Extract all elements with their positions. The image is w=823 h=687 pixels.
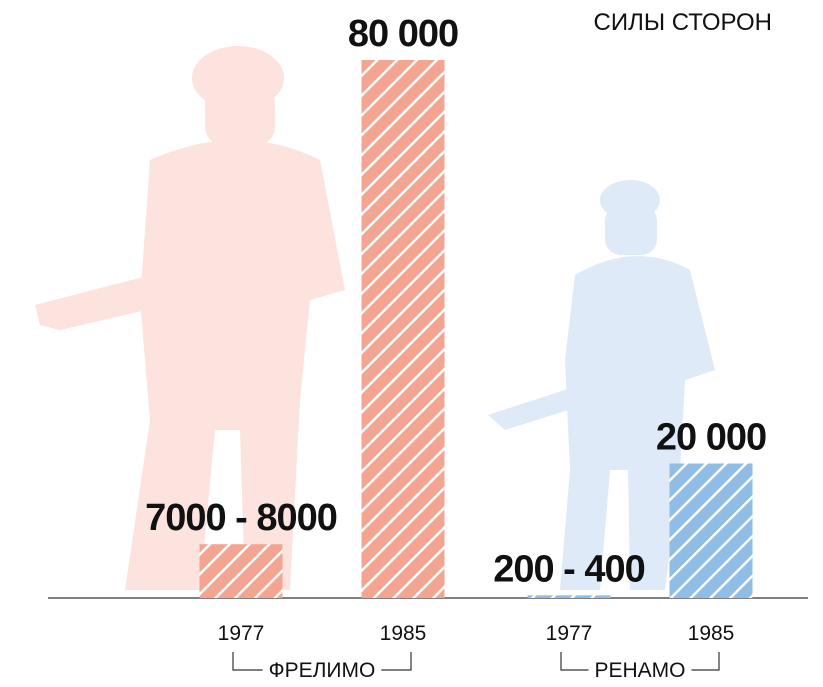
group-label: РЕНАМО — [594, 659, 685, 682]
bar-hatch — [200, 544, 283, 598]
x-tick-label: 1985 — [380, 622, 427, 645]
bar-hatch — [670, 464, 753, 599]
value-label: 20 000 — [656, 417, 766, 459]
chart-title: СИЛЫ СТОРОН — [593, 9, 772, 36]
value-label: 7000 - 8000 — [145, 497, 337, 539]
group-label: ФРЕЛИМО — [269, 659, 376, 682]
bar-hatch — [362, 60, 445, 598]
value-label: 200 - 400 — [493, 548, 645, 590]
value-label: 80 000 — [348, 13, 458, 55]
x-tick-label: 1977 — [546, 622, 593, 645]
bar-hatch — [528, 595, 611, 598]
x-tick-label: 1985 — [688, 622, 735, 645]
x-tick-label: 1977 — [218, 622, 265, 645]
chart: СИЛЫ СТОРОН 7000 - 8000197780 0001985ФРЕ… — [0, 0, 823, 687]
